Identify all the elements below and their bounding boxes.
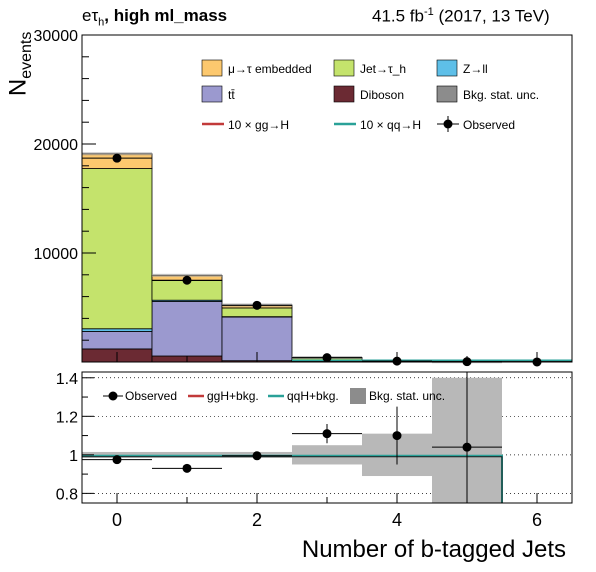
ratio-ytick-label-1: 1 <box>69 448 78 465</box>
ratio-xtick-label-2: 4 <box>392 510 402 530</box>
ratio-point-0 <box>112 455 122 465</box>
ratio-legend-point-0 <box>108 391 118 401</box>
ratio-point-2 <box>252 451 262 461</box>
legend-swatch-point-8 <box>443 119 453 129</box>
ratio-point-5 <box>462 442 472 452</box>
main-ytick-label-2: 30000 <box>34 28 79 45</box>
legend-label-2: Z→ll <box>463 62 488 76</box>
bkg-unc-1 <box>152 273 222 277</box>
legend-label-6: 10 × gg→H <box>228 118 289 132</box>
legend-label-5: Bkg. stat. unc. <box>463 88 539 102</box>
ratio-xtick-label-0: 0 <box>112 510 122 530</box>
ratio-ytick-label-3: 1.4 <box>56 371 78 388</box>
ratio-legend-label-1: ggH+bkg. <box>207 389 259 403</box>
bar-1-1 <box>151 301 223 357</box>
legend-swatch-5 <box>436 85 458 103</box>
ratio-point-3 <box>322 429 332 439</box>
lumi-unit-exp: -1 <box>424 6 434 18</box>
ratio-ytick-label-2: 1.2 <box>56 409 78 426</box>
observed-point-2 <box>252 300 262 310</box>
legend-label-8: Observed <box>463 118 515 132</box>
ratio-legend-swatch-3 <box>350 388 366 404</box>
channel-label: eτh, high ml_mass <box>82 6 227 28</box>
bar-2-0 <box>81 328 153 332</box>
legend-swatch-3 <box>201 85 223 103</box>
ratio-legend-label-0: Observed <box>125 389 177 403</box>
legend-label-7: 10 × qq→H <box>360 118 421 132</box>
observed-point-1 <box>182 275 192 285</box>
legend-swatch-1 <box>333 59 355 77</box>
main-ytick-label-0: 10000 <box>34 246 79 263</box>
channel-label-title: , high ml_mass <box>104 6 228 25</box>
ratio-xtick-label-3: 6 <box>532 510 542 530</box>
x-axis-label: Number of b-tagged Jets <box>301 536 566 563</box>
lumi-value: 41.5 fb <box>372 6 424 26</box>
channel-label-main: eτ <box>82 6 99 25</box>
legend-label-4: Diboson <box>360 88 404 102</box>
ratio-xtick-label-1: 2 <box>252 510 262 530</box>
observed-point-0 <box>112 153 122 163</box>
legend-swatch-2 <box>436 59 458 77</box>
bar-3-0 <box>81 168 153 330</box>
ratio-ytick-label-0: 0.8 <box>56 486 78 503</box>
lumi-conditions: (2017, 13 TeV) <box>433 6 550 26</box>
legend-label-1: Jet→τ_h <box>360 62 406 76</box>
lumi-label: 41.5 fb-1 (2017, 13 TeV) <box>372 6 550 27</box>
ratio-point-4 <box>392 431 402 441</box>
main-ytick-label-1: 20000 <box>34 137 79 154</box>
legend-swatch-0 <box>201 59 223 77</box>
ratio-legend-label-2: qqH+bkg. <box>287 389 339 403</box>
legend-label-0: μ→τ embedded <box>228 62 312 76</box>
ratio-point-1 <box>182 463 192 473</box>
bar-1-0 <box>81 331 153 350</box>
ratio-line-ggh <box>82 456 503 503</box>
ratio-legend-label-3: Bkg. stat. unc. <box>369 389 445 403</box>
channel-label-sub: h <box>98 16 105 29</box>
legend-label-3: tt̄ <box>228 88 235 102</box>
legend-swatch-4 <box>333 85 355 103</box>
